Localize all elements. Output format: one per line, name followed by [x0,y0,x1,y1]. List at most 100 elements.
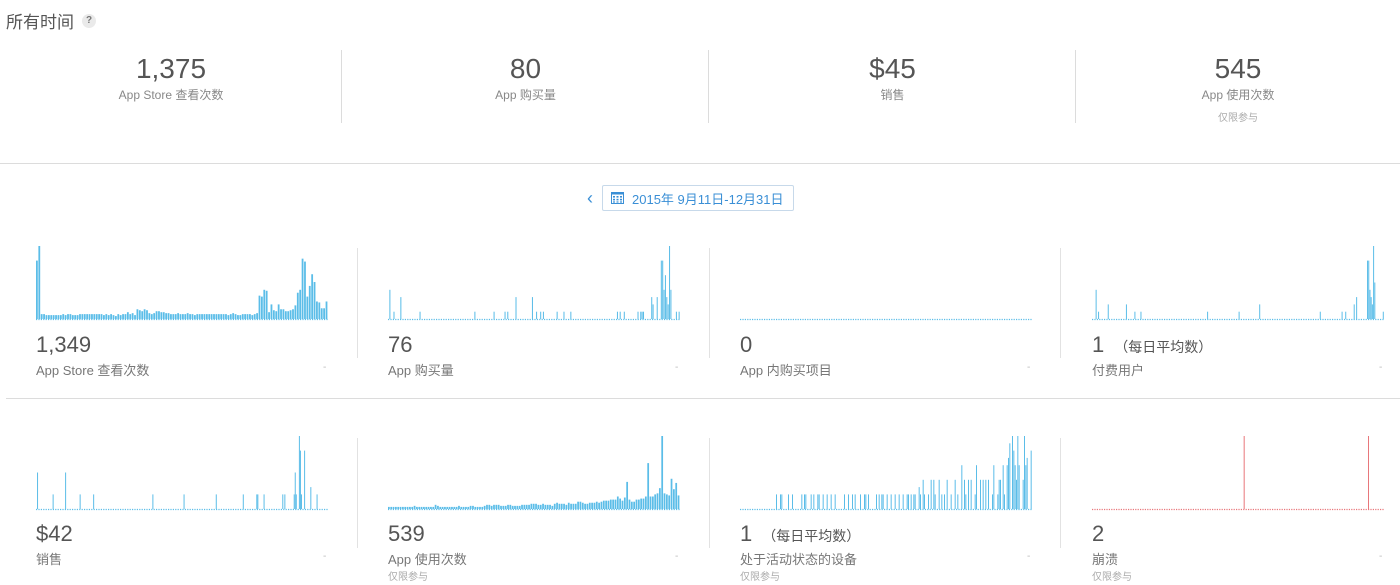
chart-bar [804,494,805,509]
chart-bar [1014,465,1016,509]
tile-sub-label: 仅限参与 [740,572,780,583]
chart-bar [474,311,476,319]
chart-bar [544,504,547,509]
chart-bar [182,314,184,319]
chart-bar [430,506,432,509]
summary-app-purchases: 80 App 购买量 [342,50,709,125]
chart-bar [71,315,74,319]
tile-paying-users[interactable]: 1 （每日平均数） 付费用户 - [1092,244,1392,394]
chart-bar [38,246,41,319]
chart-bar [781,494,783,509]
chart-bar [570,311,572,319]
chart-bar [801,494,803,509]
tile-sales[interactable]: $42 销售 - [36,434,336,584]
chart-bar [1374,282,1376,319]
tile-app-store-views[interactable]: 1,349 App Store 查看次数 - [36,244,336,394]
page-title-text: 所有时间 [6,13,74,32]
chart-bar [191,314,194,319]
tile-value: 1 （每日平均数） [740,522,860,548]
chart-bar [993,465,995,509]
summary-app-sessions: 545 App 使用次数 仅限参与 [1076,50,1400,125]
tile-label: App 购买量 [388,363,454,378]
summary-value: 1,375 [135,53,207,84]
chart-bar [822,494,824,509]
chart-bar [536,311,538,319]
tile-dash: - [323,362,327,373]
chart-bar [834,494,836,509]
chart-bar [678,311,680,319]
chart-bar [232,313,235,319]
tile-app-purchases[interactable]: 76 App 购买量 - [388,244,688,394]
tile-crashes[interactable]: 2 崩溃 仅限参与 - [1092,434,1392,584]
chart-bar [47,315,50,319]
chart-bar [67,314,69,319]
chart-bar [446,506,449,509]
chart-bar [210,314,213,319]
chart-bar [663,289,665,319]
chart-bar [310,487,312,509]
chart-bar [444,506,446,509]
chart-bar [220,314,223,319]
chart-bar [1018,465,1020,509]
tile-sub-label: 仅限参与 [1092,572,1132,583]
previous-period-button[interactable]: ‹ [587,188,593,208]
app-sessions-chart [388,436,680,511]
chart-bar [103,315,105,319]
chart-bar [531,297,533,319]
chart-bar [98,314,101,319]
chart-bar [511,505,514,509]
chart-bar [1017,436,1019,509]
chart-bar [1025,465,1027,509]
chart-bar [854,494,856,509]
chart-bar [320,308,323,319]
chart-bar [256,313,258,319]
chart-bar [189,314,191,319]
tile-value: 2 [1092,522,1114,548]
tile-active-devices[interactable]: 1 （每日平均数） 处于活动状态的设备 仅限参与 - [740,434,1040,584]
chart-bar [934,494,936,509]
tile-value: 1 （每日平均数） [1092,333,1212,359]
chart-bar [528,504,530,509]
chart-bar [439,506,442,509]
chart-bar [493,504,495,509]
chart-bar [957,494,959,509]
tile-divider [709,438,710,548]
chart-bar [1098,311,1100,319]
chart-bar [225,314,227,319]
help-icon[interactable]: ? [82,13,96,28]
date-range-picker[interactable]: 2015年 9月11日-12月31日 [602,185,794,211]
divider [341,50,342,123]
chart-bar [882,494,884,509]
chart-bar [143,309,146,319]
chart-bar [455,506,458,509]
chart-bar [93,494,95,509]
chart-bar [1356,297,1358,319]
chart-bar [908,494,909,509]
chart-bar [201,314,203,319]
chart-bar [213,314,215,319]
chart-bar [397,506,400,509]
chart-bar [532,503,535,509]
in-app-purchases-chart [740,318,1032,321]
chart-bar [509,504,512,509]
chart-bar [1367,260,1369,319]
summary-value: 545 [1214,53,1262,84]
chart-bar [222,314,225,319]
chart-bar [50,315,53,319]
chart-bar [117,314,120,319]
chart-bar [668,495,671,509]
chart-bar [504,505,507,509]
chart-bar [504,311,506,319]
chart-bar [946,479,948,509]
tile-app-sessions[interactable]: 539 App 使用次数 仅限参与 - [388,434,688,584]
chart-bar [539,504,542,509]
chart-bar [483,505,486,509]
chart-bar [242,494,244,509]
chart-bar [158,311,160,319]
chart-bar [198,314,201,319]
chart-bar [663,493,666,509]
tile-in-app-purchases[interactable]: 0 App 内购买项目 - [740,244,1040,394]
chart-bar [170,314,172,319]
chart-bar [441,506,444,509]
chart-bar [630,501,633,509]
